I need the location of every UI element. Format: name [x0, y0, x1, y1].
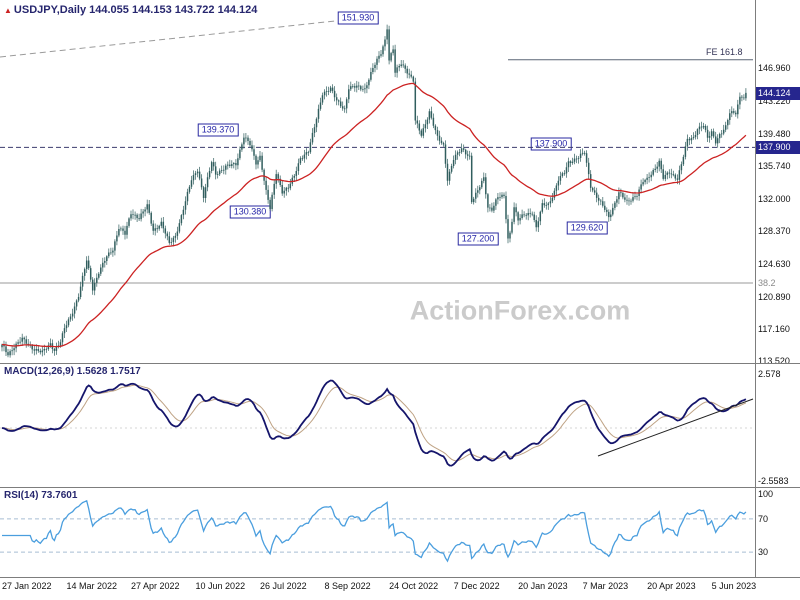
- price-axis-tick: 146.960: [758, 63, 791, 73]
- symbol-tick-icon: ▲: [4, 6, 12, 15]
- price-axis-badge: 137.900: [756, 141, 800, 155]
- moving-average-line: [1, 82, 747, 348]
- watermark: ActionForex.com: [409, 295, 631, 326]
- swing-price-label: 129.620: [566, 221, 608, 235]
- date-axis-label: 7 Mar 2023: [582, 581, 629, 591]
- date-axis-label: 27 Jan 2022: [2, 581, 52, 591]
- ohlc-values: 144.055 144.153 143.722 144.124: [89, 4, 258, 16]
- macd-axis-tick: 2.578: [758, 369, 781, 380]
- upper-dashed-trendline: [0, 20, 336, 58]
- rsi-axis-tick: 100: [758, 489, 774, 499]
- date-axis-label: 20 Apr 2023: [647, 581, 696, 591]
- price-axis-badge: 144.124: [756, 86, 800, 100]
- date-axis-label: 8 Sep 2022: [324, 581, 371, 591]
- date-axis-label: 20 Jan 2023: [518, 581, 568, 591]
- swing-price-label: 127.200: [457, 232, 499, 246]
- price-axis-tick: 120.890: [758, 291, 791, 302]
- date-axis-label: 26 Jul 2022: [260, 581, 307, 591]
- macd-signal-line: [1, 384, 747, 462]
- macd-label: MACD(12,26,9) 1.5628 1.7517: [4, 366, 141, 377]
- date-axis-label: 10 Jun 2022: [195, 581, 246, 591]
- price-axis-tick: 139.480: [758, 128, 791, 139]
- candle-bodies: [1, 29, 747, 356]
- rsi-axis-tick: 70: [758, 513, 769, 524]
- chart-title: ▲ USDJPY,Daily 144.055 144.153 143.722 14…: [4, 4, 257, 16]
- date-axis-label: 7 Dec 2022: [453, 581, 500, 591]
- fib-38-2-label: 38.2: [758, 278, 776, 288]
- macd-main-line: [1, 379, 747, 467]
- swing-price-label: 139.370: [197, 123, 239, 137]
- price-axis-tick: 113.520: [758, 356, 790, 367]
- rsi-line: [2, 499, 747, 563]
- price-axis-tick: 124.630: [758, 258, 791, 269]
- candle-wicks: [1, 24, 747, 358]
- price-axis-tick: 135.740: [758, 161, 791, 172]
- price-axis-tick: 132.000: [758, 194, 791, 205]
- price-axis-tick: 143.220: [758, 95, 791, 106]
- rsi-label: RSI(14) 73.7601: [4, 490, 78, 501]
- date-axis-label: 24 Oct 2022: [389, 581, 439, 591]
- date-axis-label: 27 Apr 2022: [131, 581, 180, 591]
- swing-price-label: 151.930: [337, 11, 379, 25]
- price-axis-tick: 128.370: [758, 225, 791, 236]
- macd-axis-tick: -2.5583: [758, 476, 789, 487]
- macd-trendline: [597, 398, 754, 457]
- rsi-axis-tick: 30: [758, 547, 769, 558]
- swing-price-label: 130.380: [229, 205, 271, 219]
- symbol-timeframe: USDJPY,Daily: [13, 4, 87, 16]
- price-axis-tick: 117.160: [758, 324, 790, 335]
- date-axis-label: 14 Mar 2022: [66, 581, 118, 591]
- fe-level-label: FE 161.8: [706, 47, 743, 57]
- date-axis-label: 5 Jun 2023: [711, 581, 757, 591]
